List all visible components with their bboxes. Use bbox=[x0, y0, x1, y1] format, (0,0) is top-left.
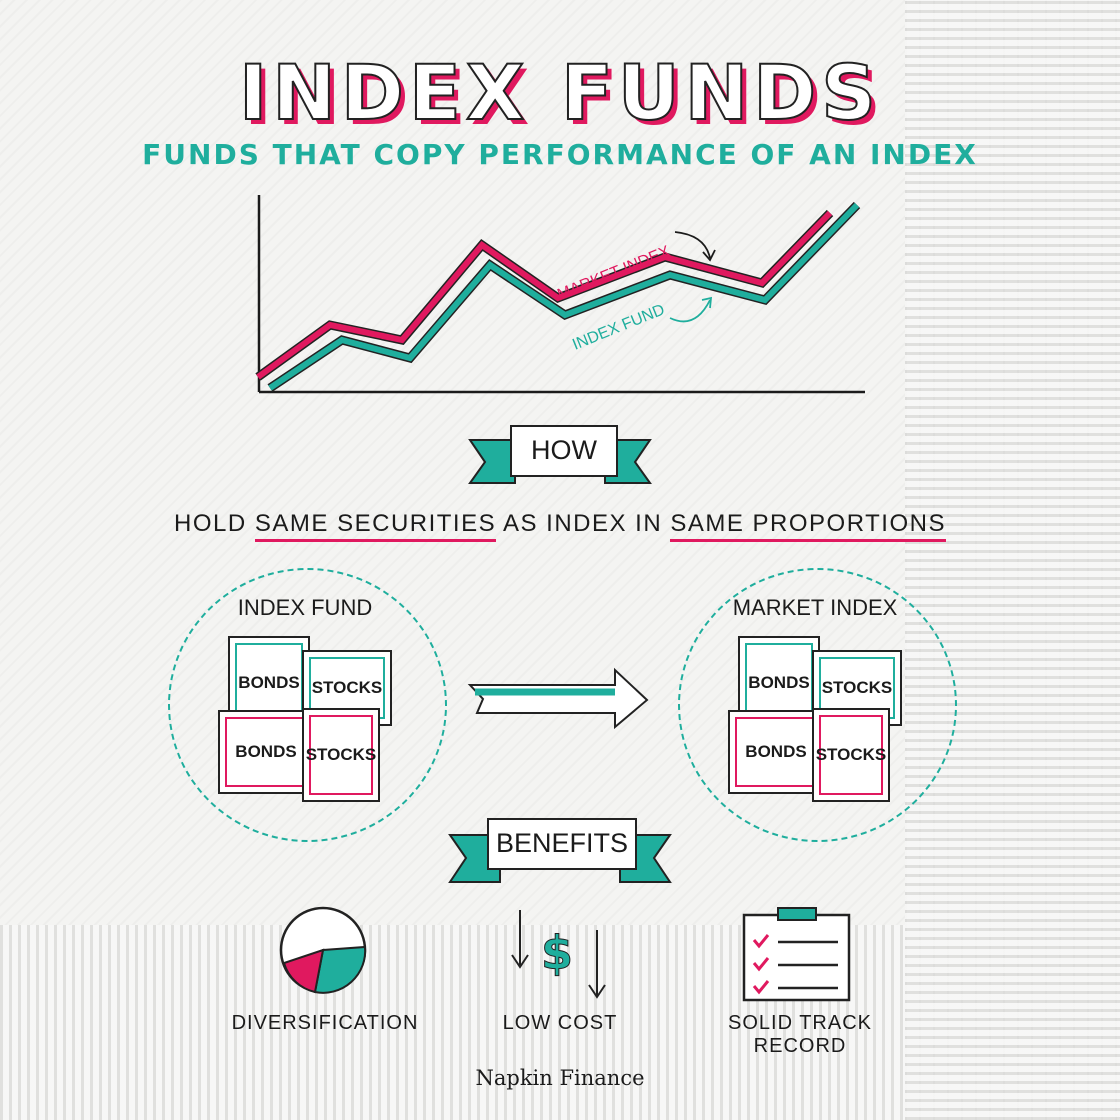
dollar-down-icon: $ bbox=[511, 910, 606, 999]
how-text-same-securities: SAME SECURITIES bbox=[254, 510, 497, 542]
benefit-track-record-label: SOLID TRACK RECORD bbox=[728, 1012, 872, 1057]
market-index-line bbox=[256, 210, 833, 380]
bonds-certificate: BONDS bbox=[728, 710, 824, 794]
stocks-certificate: STOCKS bbox=[302, 708, 380, 802]
how-text-1: HOLD bbox=[174, 510, 255, 537]
napkin-emboss-right bbox=[905, 0, 1120, 1120]
bonds-certificate: BONDS bbox=[218, 710, 314, 794]
pie-icon bbox=[279, 906, 367, 994]
benefit-low-cost-label: LOW COST bbox=[502, 1012, 618, 1034]
svg-text:$: $ bbox=[541, 926, 573, 980]
right-arrow-icon bbox=[467, 667, 649, 730]
market-index-group-label: MARKET INDEX bbox=[732, 595, 898, 620]
benefit-diversification-label: DIVERSIFICATION bbox=[231, 1012, 419, 1034]
index-fund-group-label: INDEX FUND bbox=[237, 595, 373, 620]
index-fund-circle bbox=[168, 568, 447, 842]
how-banner: HOW bbox=[510, 425, 618, 477]
market-index-circle bbox=[678, 568, 957, 842]
fund-label-arrow-icon bbox=[669, 299, 711, 323]
brand-footer: Napkin Finance bbox=[475, 1066, 645, 1090]
performance-line-illustration: MARKET INDEX INDEX FUND bbox=[255, 195, 865, 394]
clipboard-checklist-icon bbox=[742, 907, 851, 1002]
page-title: INDEX FUNDS bbox=[238, 47, 881, 138]
stocks-certificate: STOCKS bbox=[812, 708, 890, 802]
market-label-arrow-icon bbox=[674, 231, 711, 259]
how-text-2: AS INDEX IN bbox=[496, 510, 671, 537]
benefits-banner: BENEFITS bbox=[487, 818, 637, 870]
how-text-same-proportions: SAME PROPORTIONS bbox=[670, 510, 946, 542]
page-subtitle: FUNDS THAT COPY PERFORMANCE OF AN INDEX bbox=[142, 138, 978, 171]
napkin-emboss-bottom bbox=[0, 925, 905, 1120]
how-description: HOLD SAME SECURITIES AS INDEX IN SAME PR… bbox=[0, 510, 1120, 542]
index-fund-line bbox=[268, 202, 860, 391]
